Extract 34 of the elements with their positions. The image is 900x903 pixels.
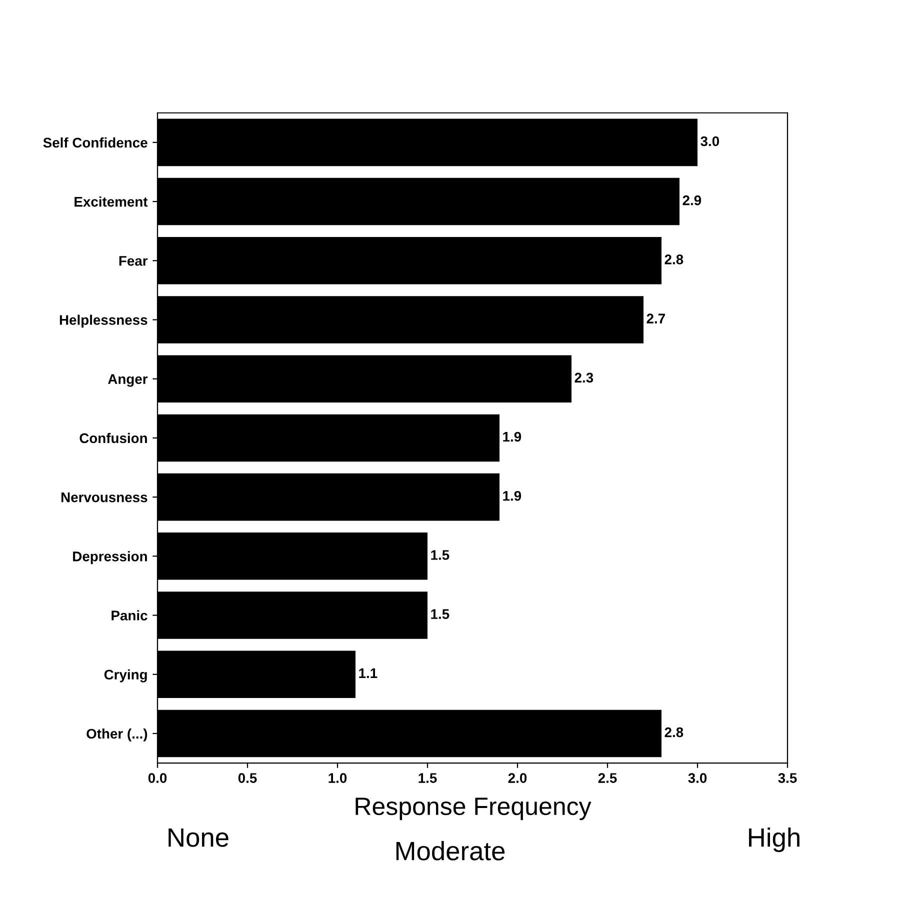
data-label: 1.5 [431,609,450,619]
x-tick-label: 3.5 [778,773,797,783]
y-tick-label: Helplessness [60,314,148,328]
y-tick-label: Crying [104,669,147,682]
y-tick-label: Other (...) [86,728,148,742]
text: None [168,828,228,847]
data-label: 1.9 [503,490,522,501]
y-tick-label: Panic [112,610,148,620]
data-label: 1.9 [503,432,522,442]
x-tick-label: 0.5 [238,773,257,783]
x-tick-label: 0.0 [148,773,167,783]
text: Moderate [396,841,505,860]
x-tick-label: 3.0 [688,773,707,783]
x-tick-label: 1.0 [328,773,347,783]
y-tick-label: Nervousness [61,492,148,502]
text: High [749,827,800,852]
data-label: 2.3 [574,372,594,383]
x-tick-label: 2.5 [598,773,617,783]
data-label: 1.5 [431,550,450,560]
y-tick-label: Confusion [80,432,147,444]
x-tick-label: 1.5 [418,773,437,783]
y-tick-label: Anger [108,374,148,387]
x-axis-title: Response Frequency [356,798,592,820]
y-tick-label: Fear [119,256,148,266]
data-label: 2.7 [646,314,665,324]
data-label: 2.9 [682,195,702,206]
data-label: 2.8 [664,254,684,264]
data-label: 2.8 [664,727,684,738]
data-label: 3.0 [700,136,720,146]
data-label: 1.1 [359,668,378,678]
y-tick-label: Depression [73,551,147,564]
x-tick-label: 2.0 [508,773,527,783]
y-tick-label: Self Confidence [43,137,148,148]
y-tick-label: Excitement [74,196,148,207]
